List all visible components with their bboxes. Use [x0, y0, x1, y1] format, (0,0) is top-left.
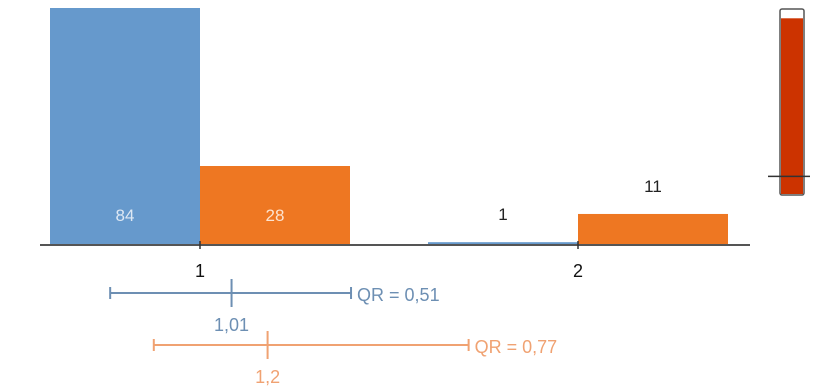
bar-cat1-series2	[200, 166, 350, 245]
x-tick-label: 1	[195, 261, 205, 281]
bars-layer: 84 28 111	[50, 8, 728, 245]
bar-value-label: 84	[116, 206, 135, 225]
bar-value-label: 28	[266, 206, 285, 225]
interval-mean-label: 1,2	[255, 367, 280, 387]
side-gauge	[768, 8, 810, 196]
intervals-layer: 1,01 QR = 0,51 1,2 QR = 0,77	[109, 279, 558, 387]
bar-value-label: 1	[498, 205, 507, 224]
bar-value-label: 11	[644, 177, 662, 196]
gauge-fill	[781, 18, 803, 194]
x-tick-label: 2	[573, 261, 583, 281]
interval-qr-label: QR = 0,77	[475, 337, 558, 357]
bar-cat1-series1	[50, 8, 200, 245]
interval-qr-label: QR = 0,51	[357, 285, 440, 305]
interval-mean-label: 1,01	[214, 315, 249, 335]
bar-cat2-series2	[578, 213, 728, 245]
bar-cat2-series1	[428, 242, 578, 245]
